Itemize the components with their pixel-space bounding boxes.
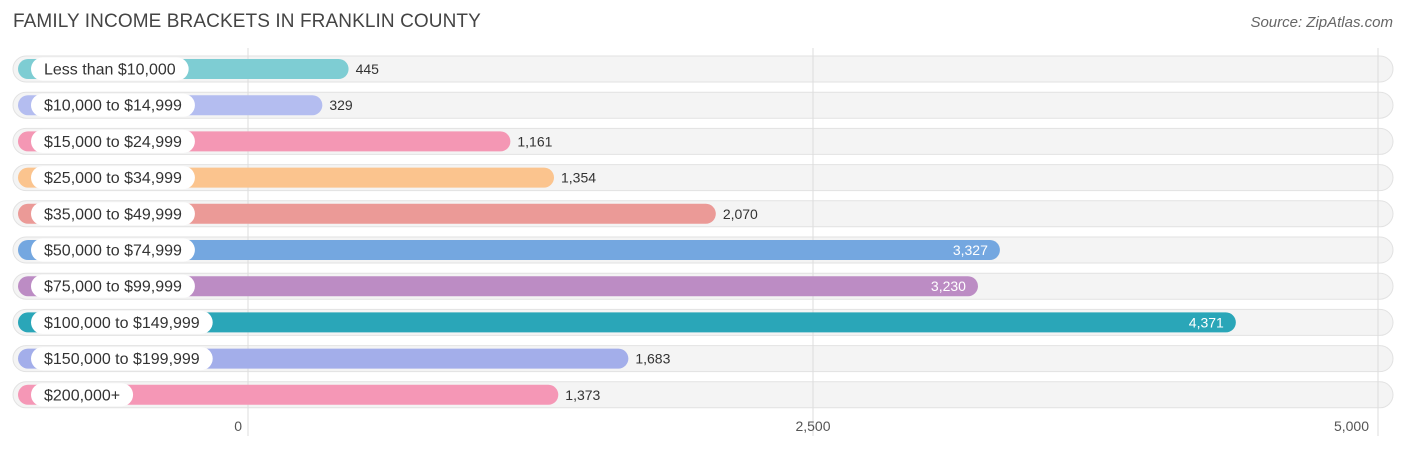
category-label: $25,000 to $34,999 — [44, 170, 182, 187]
bar — [18, 240, 1000, 260]
category-pill — [31, 347, 213, 371]
x-tick-label: 5,000 — [1334, 418, 1369, 434]
category-pill — [31, 93, 195, 117]
category-pill — [31, 238, 195, 262]
value-label: 4,371 — [1189, 314, 1224, 330]
bar-row: $200,000+ 1,373 — [18, 383, 601, 407]
x-tick-label: 2,500 — [795, 418, 830, 434]
bar-row: $15,000 to $24,999 1,161 — [18, 129, 553, 153]
bar-row: Less than $10,000 445 — [18, 57, 380, 81]
category-pill — [31, 383, 134, 407]
category-pill — [31, 202, 195, 226]
x-axis: 0 2,500 5,000 — [234, 418, 1369, 434]
category-label: $15,000 to $24,999 — [44, 134, 182, 151]
bar-row: $100,000 to $149,999 4,371 — [18, 310, 1236, 334]
value-label: 1,683 — [635, 351, 670, 367]
source-label: Source: ZipAtlas.com — [1250, 14, 1393, 31]
chart-rows: Less than $10,000 445 $10,000 to $14,999 32… — [18, 57, 1236, 407]
category-label: $50,000 to $74,999 — [44, 243, 182, 260]
row-track — [12, 91, 1394, 119]
bar-row: $35,000 to $49,999 2,070 — [18, 202, 758, 226]
bar — [18, 384, 559, 405]
bar-row: $10,000 to $14,999 329 — [18, 93, 353, 117]
value-label: 3,230 — [931, 278, 966, 294]
value-label: 329 — [329, 97, 353, 113]
value-label: 2,070 — [723, 206, 758, 222]
value-label: 445 — [356, 61, 380, 77]
category-pill — [31, 310, 213, 334]
chart-title: FAMILY INCOME BRACKETS IN FRANKLIN COUNT… — [13, 11, 481, 32]
bar-row: $50,000 to $74,999 3,327 — [18, 238, 1000, 262]
category-label: $150,000 to $199,999 — [44, 351, 200, 368]
category-label: $10,000 to $14,999 — [44, 98, 182, 115]
category-label: $35,000 to $49,999 — [44, 206, 182, 223]
row-track — [12, 55, 1394, 83]
bar — [18, 312, 1236, 333]
x-tick-label: 0 — [234, 418, 242, 434]
category-pill — [31, 57, 189, 81]
category-label: $75,000 to $99,999 — [44, 279, 182, 296]
category-label: Less than $10,000 — [44, 62, 176, 79]
value-label: 1,354 — [561, 170, 596, 186]
category-pill — [31, 166, 195, 190]
value-label: 1,161 — [517, 133, 552, 149]
category-pill — [31, 274, 195, 298]
value-label: 3,327 — [953, 242, 988, 258]
category-pill — [31, 129, 195, 153]
bar — [18, 276, 978, 297]
category-label: $200,000+ — [44, 387, 120, 404]
bar-row: $150,000 to $199,999 1,683 — [18, 347, 671, 371]
bar-row: $25,000 to $34,999 1,354 — [18, 166, 596, 190]
bar-row: $75,000 to $99,999 3,230 — [18, 274, 978, 298]
value-label: 1,373 — [565, 387, 600, 403]
category-label: $100,000 to $149,999 — [44, 315, 200, 332]
